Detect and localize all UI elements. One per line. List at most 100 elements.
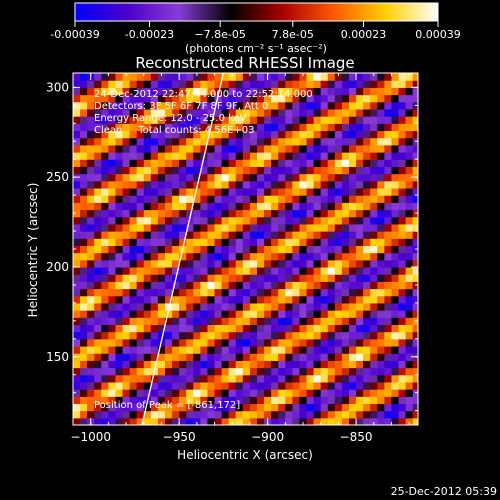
heatmap-cell xyxy=(363,144,371,153)
heatmap-cell xyxy=(179,216,187,225)
heatmap-cell xyxy=(398,417,407,425)
heatmap-cell xyxy=(165,410,173,419)
heatmap-cell xyxy=(384,324,393,333)
heatmap-cell xyxy=(87,245,95,254)
heatmap-cell xyxy=(384,360,393,369)
heatmap-cell xyxy=(186,252,194,261)
heatmap-cell xyxy=(292,130,301,139)
heatmap-cell xyxy=(391,123,400,132)
heatmap-cell xyxy=(334,381,343,390)
heatmap-cell xyxy=(115,166,124,175)
heatmap-cell xyxy=(384,302,393,311)
heatmap-cell xyxy=(136,367,145,376)
heatmap-cell xyxy=(257,173,265,182)
heatmap-cell xyxy=(235,281,244,290)
heatmap-cell xyxy=(412,274,418,282)
heatmap-cell xyxy=(80,310,88,318)
heatmap-cell xyxy=(363,266,371,275)
heatmap-cell xyxy=(115,417,124,425)
heatmap-cell xyxy=(264,353,272,361)
heatmap-cell xyxy=(242,73,251,81)
heatmap-cell xyxy=(320,195,329,203)
heatmap-cell xyxy=(221,94,230,103)
heatmap-cell xyxy=(122,108,131,117)
heatmap-cell xyxy=(122,345,131,354)
heatmap-cell xyxy=(228,259,237,268)
heatmap-cell xyxy=(349,195,357,203)
heatmap-cell xyxy=(377,317,385,326)
heatmap-cell xyxy=(228,108,237,117)
heatmap-cell xyxy=(165,331,173,340)
heatmap-cell xyxy=(172,317,180,326)
heatmap-cell xyxy=(271,231,279,239)
heatmap-cell xyxy=(249,360,258,369)
heatmap-cell xyxy=(136,123,145,132)
heatmap-cell xyxy=(157,410,166,419)
heatmap-cell xyxy=(136,410,145,419)
heatmap-cell xyxy=(257,252,265,261)
heatmap-cell xyxy=(108,331,117,340)
heatmap-cell xyxy=(115,173,124,182)
heatmap-cell xyxy=(150,403,159,412)
heatmap-cell xyxy=(264,209,272,218)
heatmap-cell xyxy=(221,360,230,369)
heatmap-cell xyxy=(349,108,357,117)
heatmap-cell xyxy=(221,381,230,390)
heatmap-cell xyxy=(87,108,95,117)
heatmap-cell xyxy=(320,80,329,88)
heatmap-cell xyxy=(193,360,201,369)
heatmap-cell xyxy=(285,410,293,419)
heatmap-cell xyxy=(299,295,308,304)
heatmap-cell xyxy=(405,130,414,139)
heatmap-cell xyxy=(257,195,265,203)
heatmap-cell xyxy=(207,87,216,96)
heatmap-cell xyxy=(228,87,237,96)
heatmap-cell xyxy=(94,152,102,160)
heatmap-cell xyxy=(327,144,336,153)
heatmap-cell xyxy=(264,166,272,175)
heatmap-cell xyxy=(115,324,124,333)
heatmap-cell xyxy=(313,87,322,96)
heatmap-cell xyxy=(313,367,322,376)
heatmap-cell xyxy=(228,281,237,290)
heatmap-cell xyxy=(285,94,293,103)
heatmap-cell xyxy=(200,223,209,232)
heatmap-cell xyxy=(306,87,315,96)
heatmap-cell xyxy=(186,216,194,225)
heatmap-cell xyxy=(356,187,364,196)
heatmap-cell xyxy=(278,410,286,419)
heatmap-cell xyxy=(370,231,378,239)
heatmap-cell xyxy=(271,317,279,326)
heatmap-cell xyxy=(157,245,166,254)
heatmap-cell xyxy=(165,238,173,246)
heatmap-cell xyxy=(257,231,265,239)
heatmap-cell xyxy=(214,281,223,290)
heatmap-cell xyxy=(313,216,322,225)
heatmap-cell xyxy=(200,302,209,311)
heatmap-cell xyxy=(94,87,102,96)
heatmap-cell xyxy=(80,266,88,275)
heatmap-cell xyxy=(320,374,329,383)
heatmap-cell xyxy=(412,295,418,304)
heatmap-cell xyxy=(235,238,244,246)
heatmap-cell xyxy=(242,238,251,246)
heatmap-cell xyxy=(313,137,322,146)
heatmap-cell xyxy=(108,209,117,218)
heatmap-cell xyxy=(73,410,81,419)
heatmap-cell xyxy=(349,274,357,282)
heatmap-cell xyxy=(341,101,350,110)
heatmap-cell xyxy=(221,108,230,117)
heatmap-cell xyxy=(242,187,251,196)
heatmap-cell xyxy=(391,159,400,167)
heatmap-cell xyxy=(179,317,187,326)
heatmap-cell xyxy=(221,396,230,405)
heatmap-cell xyxy=(73,87,81,96)
chart-title: Reconstructed RHESSI Image xyxy=(135,54,354,72)
heatmap-cell xyxy=(150,302,159,311)
heatmap-cell xyxy=(257,209,265,218)
heatmap-cell xyxy=(299,152,308,160)
heatmap-cell xyxy=(292,324,301,333)
heatmap-cell xyxy=(179,238,187,246)
heatmap-cell xyxy=(108,381,117,390)
heatmap-cell xyxy=(278,245,286,254)
